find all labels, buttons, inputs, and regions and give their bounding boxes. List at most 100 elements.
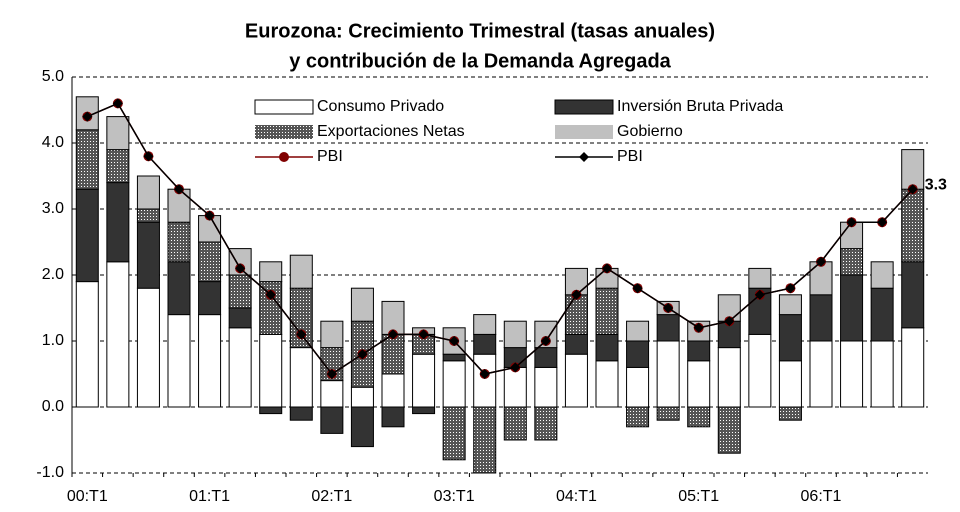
chart-title: Eurozona: Crecimiento Trimestral (tasas … [245,20,715,42]
bar-segment [381,333,405,375]
bar-segment [442,360,466,408]
legend-marker [579,152,589,162]
bar-segment [687,340,711,362]
marker [571,289,582,300]
bar-segment [840,248,864,276]
bar-segment [381,373,405,408]
bar-segment [198,241,222,283]
x-tick-label: 02:T1 [311,488,352,505]
marker [82,111,93,122]
bar-segment [687,406,711,428]
x-tick-label: 00:T1 [67,488,108,505]
bar-segment [75,188,99,283]
y-tick-label: 0.0 [42,398,64,415]
bar-segment [259,281,283,335]
bar-segment [320,406,344,434]
bar-segment [442,406,466,461]
legend-label: Gobierno [617,123,683,140]
line [86,102,914,376]
bar-segment [136,287,160,408]
bar-segment [198,281,222,316]
legend-swatch [555,125,613,139]
bar-segment [778,406,802,421]
bar-segment [167,314,191,408]
y-tick-label: 4.0 [42,134,64,151]
bar-segment [289,254,313,289]
bar-segment [381,406,405,428]
bar-segment [75,129,99,190]
bar-segment [778,294,802,316]
bar-segment [534,320,558,349]
bar-segment [75,281,99,408]
bar-segment [626,406,650,428]
bar-segment [289,406,313,421]
bar-segment [687,360,711,408]
bar-segment [320,320,344,349]
legend-label: Consumo Privado [317,98,444,115]
bar-segment [626,340,650,368]
bar-segment [198,314,222,408]
x-tick-label: 04:T1 [556,488,597,505]
bar-segment [473,353,497,408]
y-tick-label: 1.0 [42,332,64,349]
marker [877,217,888,228]
bar-segment [259,333,283,408]
bar-segment [534,366,558,408]
bar-segment [259,406,283,415]
bar-segment [901,149,925,190]
data-label: 3.3 [925,176,947,193]
bar-segment [717,347,741,408]
bar-segment [350,386,374,408]
bar-segment [473,314,497,335]
marker [112,98,123,109]
bar-segment [503,320,527,349]
bar-segment [626,366,650,408]
y-tick-label: 5.0 [42,68,64,85]
marker [724,316,735,327]
bar-segment [840,274,864,342]
bar-segment [259,261,283,283]
y-tick-label: -1.0 [36,464,64,481]
bar-segment [778,314,802,362]
bar-segment [228,274,252,309]
marker [540,336,551,346]
marker [357,349,368,360]
bar-segment [626,320,650,342]
bar-segment [106,261,130,408]
marker [265,289,276,300]
marker [449,336,460,346]
bar-segment [442,353,466,362]
y-tick-label: 3.0 [42,200,64,217]
x-tick-label: 05:T1 [678,488,719,505]
marker [663,303,674,313]
marker [632,283,643,294]
bar-segment [167,221,191,263]
bar-segment [901,327,925,408]
marker [846,217,857,228]
x-tick-label: 01:T1 [189,488,230,505]
marker [816,256,826,267]
bar-segment [748,333,772,408]
bar-segment [809,340,833,408]
bar-segment [595,287,619,335]
bar-segment [564,353,588,408]
bar-segment [595,360,619,408]
bar-segment [534,347,558,368]
bar-segment [289,347,313,408]
bar-segment [473,333,497,355]
x-tick-label: 06:T1 [801,488,842,505]
marker [204,210,215,221]
bar-segment [870,340,894,408]
bar-segment [228,327,252,408]
bar-segment [564,333,588,355]
bar-segment [136,221,160,289]
legend-marker [279,152,289,162]
marker [754,289,765,300]
bar-segment [870,287,894,342]
bar-segment [901,188,925,263]
marker [907,184,918,195]
legend-swatch [554,99,614,115]
bar-segment [167,261,191,316]
bar-segment [656,314,680,342]
